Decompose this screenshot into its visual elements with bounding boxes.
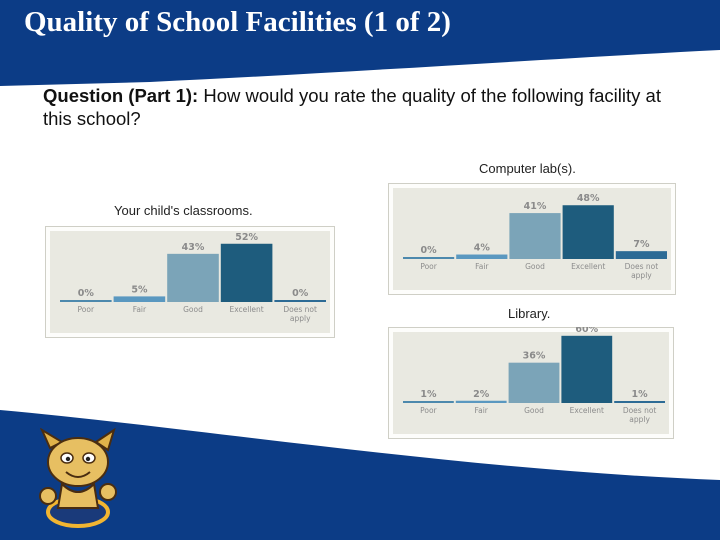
value-label-library-fair: 2% [473, 389, 490, 400]
bar-computer-lab-does-not-apply [615, 251, 667, 259]
question-label: Question (Part 1): [43, 85, 199, 106]
bar-computer-lab-good [509, 213, 561, 259]
bar-computer-lab-excellent [562, 205, 614, 259]
bar-classrooms-fair [113, 296, 166, 302]
value-label-library-does-not-apply: 1% [632, 389, 649, 400]
value-label-classrooms-good: 43% [182, 242, 205, 253]
bar-library-excellent [561, 335, 613, 403]
category-label-library-good: Good [524, 406, 544, 415]
category-label-computer-lab-excellent: Excellent [571, 262, 605, 271]
value-label-library-poor: 1% [420, 389, 437, 400]
category-label-computer-lab-does-not-apply: apply [631, 271, 652, 280]
bar-computer-lab-fair [456, 254, 508, 259]
category-label-library-excellent: Excellent [570, 406, 604, 415]
category-label-classrooms-does-not-apply: Does not [283, 305, 317, 314]
header-band [0, 0, 720, 86]
value-label-computer-lab-does-not-apply: 7% [633, 239, 650, 250]
bar-library-good [508, 362, 560, 403]
value-label-classrooms-fair: 5% [131, 284, 148, 295]
value-label-library-excellent: 60% [575, 327, 598, 335]
bar-library-does-not-apply [614, 401, 665, 403]
bar-classrooms-excellent [220, 243, 273, 302]
chart-title-computer-lab: Computer lab(s). [479, 161, 576, 176]
question-body: How would you rate the quality of the fo… [43, 85, 661, 129]
chart-library: 1% Poor 2% Fair 36% Good 60% Excellent 1% Does no… [388, 327, 674, 439]
value-label-classrooms-does-not-apply: 0% [292, 288, 309, 299]
category-label-library-fair: Fair [475, 406, 489, 415]
category-label-library-does-not-apply: Does not [623, 406, 657, 415]
category-label-classrooms-good: Good [183, 305, 203, 314]
footer-band [0, 410, 720, 540]
value-label-classrooms-excellent: 52% [235, 232, 258, 243]
bar-library-fair [455, 400, 507, 403]
category-label-computer-lab-poor: Poor [420, 262, 437, 271]
chart-title-library: Library. [508, 306, 551, 321]
slide-title: Quality of School Facilities (1 of 2) [24, 6, 451, 38]
value-label-computer-lab-good: 41% [524, 201, 547, 212]
bar-classrooms-good [167, 253, 219, 302]
wildcat-mascot-logo [39, 428, 117, 528]
category-label-classrooms-excellent: Excellent [229, 305, 263, 314]
question-text: Question (Part 1): How would you rate th… [43, 84, 663, 130]
value-label-computer-lab-poor: 0% [421, 245, 438, 256]
value-label-library-good: 36% [523, 351, 546, 362]
category-label-computer-lab-good: Good [525, 262, 545, 271]
category-label-library-does-not-apply: apply [629, 415, 650, 424]
bar-classrooms-poor [60, 300, 112, 302]
category-label-computer-lab-fair: Fair [475, 262, 489, 271]
bar-classrooms-does-not-apply [274, 300, 326, 302]
category-label-classrooms-does-not-apply: apply [290, 314, 311, 323]
category-label-computer-lab-does-not-apply: Does not [625, 262, 659, 271]
category-label-library-poor: Poor [420, 406, 437, 415]
chart-title-classrooms: Your child's classrooms. [114, 203, 253, 218]
value-label-computer-lab-fair: 4% [474, 243, 491, 254]
bar-computer-lab-poor [403, 257, 455, 259]
category-label-classrooms-poor: Poor [78, 305, 95, 314]
chart-classrooms: 0% Poor 5% Fair 43% Good 52% Excellent 0% Does no… [45, 226, 335, 338]
category-label-classrooms-fair: Fair [133, 305, 147, 314]
chart-computer-lab: 0% Poor 4% Fair 41% Good 48% Excellent 7% Does no… [388, 183, 676, 295]
value-label-computer-lab-excellent: 48% [577, 193, 600, 204]
value-label-classrooms-poor: 0% [78, 288, 95, 299]
bar-library-poor [403, 401, 454, 403]
